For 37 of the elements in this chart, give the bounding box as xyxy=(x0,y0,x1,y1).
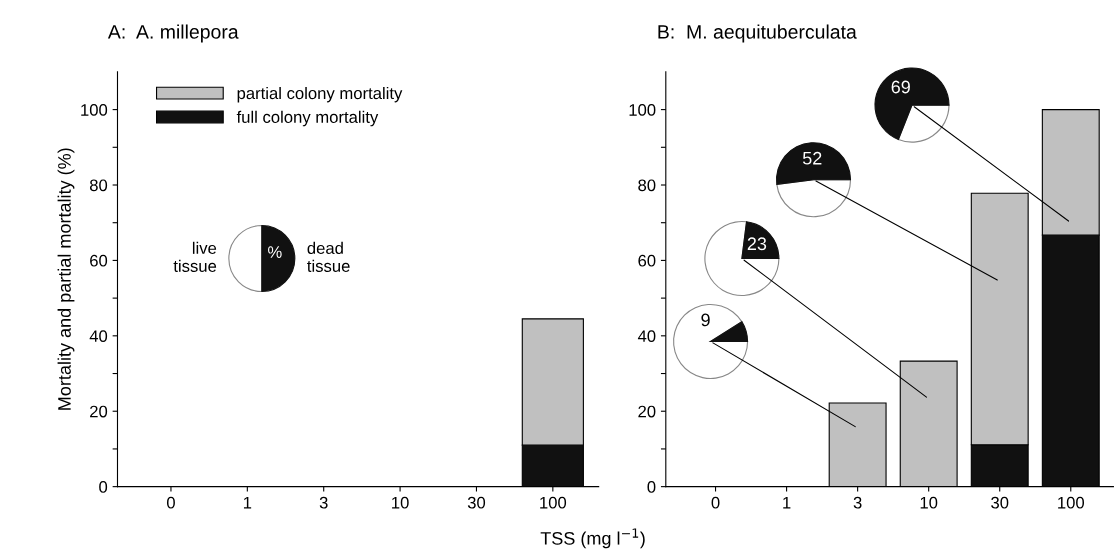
legend-label: partial colony mortality xyxy=(237,86,403,103)
annotation: 9 xyxy=(701,313,710,327)
y-axis-title: Mortality and partial mortality (%) xyxy=(57,148,75,410)
annotation: dead tissue xyxy=(307,241,350,272)
y-tick-label: 80 xyxy=(89,179,108,192)
x-tick-label: 1 xyxy=(243,496,252,509)
legend-label: full colony mortality xyxy=(236,110,379,127)
x-tick-label: 30 xyxy=(991,496,1009,509)
x-tick-label: 100 xyxy=(540,496,567,509)
y-tick-label: 0 xyxy=(99,481,108,493)
y-tick-label: 40 xyxy=(637,330,656,343)
x-tick-label: 30 xyxy=(467,496,486,509)
annotation: 69 xyxy=(891,80,910,94)
y-tick-label: 60 xyxy=(90,254,108,267)
y-tick-label: 0 xyxy=(647,481,656,493)
x-tick-label: 0 xyxy=(711,496,720,509)
x-axis-title: TSS (mg l$^{−1}$) xyxy=(540,528,645,549)
chart-title: A: A. millepora xyxy=(107,24,239,43)
y-tick-label: 20 xyxy=(638,405,656,418)
x-tick-label: 3 xyxy=(319,496,328,509)
y-tick-label: 40 xyxy=(89,330,108,343)
x-tick-label: 1 xyxy=(783,496,791,509)
annotation: % xyxy=(268,246,282,258)
y-tick-label: 100 xyxy=(81,104,108,116)
x-tick-label: 10 xyxy=(392,496,409,509)
x-tick-label: 3 xyxy=(853,496,862,509)
x-tick-label: 0 xyxy=(166,496,175,509)
y-tick-label: 20 xyxy=(90,405,108,418)
y-tick-label: 60 xyxy=(638,254,656,267)
annotation: 52 xyxy=(802,151,822,165)
y-tick-label: 80 xyxy=(638,179,656,192)
annotation: 23 xyxy=(747,237,767,251)
annotation: live tissue xyxy=(173,241,217,272)
y-tick-label: 100 xyxy=(629,104,656,116)
x-tick-label: 100 xyxy=(1058,496,1085,509)
chart-title: B: M. aequituberculata xyxy=(658,24,857,43)
x-tick-label: 10 xyxy=(920,496,938,509)
